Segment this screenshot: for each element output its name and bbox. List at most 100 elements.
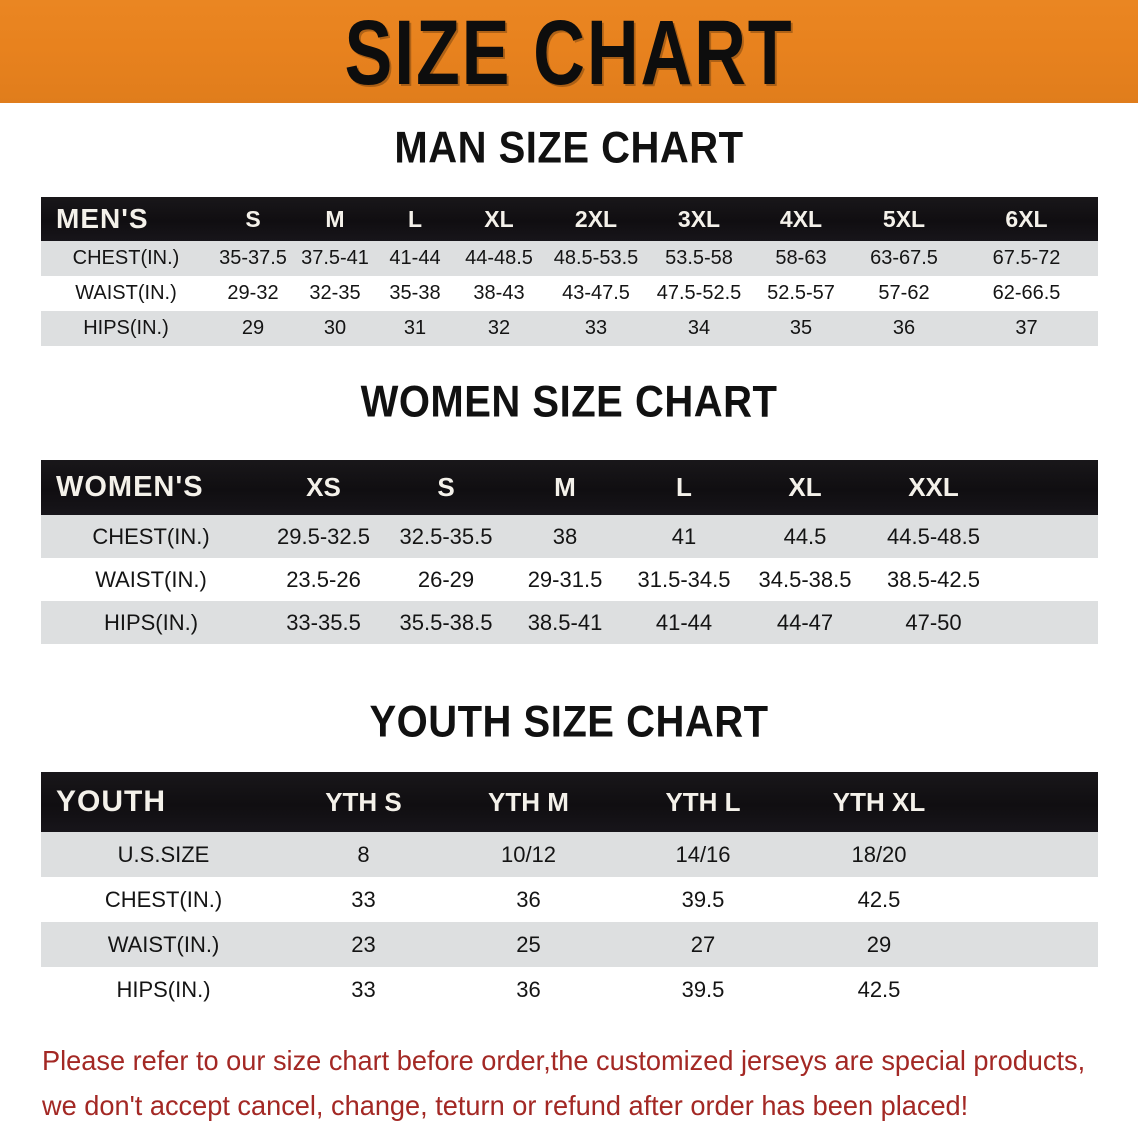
- men-col-s: S: [245, 205, 261, 232]
- youth-hips-spacer: [968, 967, 1098, 1012]
- youth-hips-s: 33: [351, 976, 376, 1002]
- women-hips-m: 38.5-41: [527, 609, 603, 635]
- men-chest-5xl: 63-67.5: [870, 247, 938, 269]
- youth-hips-m: 36: [516, 976, 541, 1002]
- table-row: CHEST(IN.) 29.5-32.5 32.5-35.5 38 41 44.…: [41, 515, 1098, 558]
- women-col-m: M: [554, 472, 576, 502]
- men-waist-5xl: 57-62: [878, 282, 930, 304]
- youth-ussize-l: 14/16: [675, 841, 731, 867]
- women-chest-xxl: 44.5-48.5: [887, 523, 980, 549]
- men-hips-5xl: 36: [892, 317, 916, 339]
- youth-ussize-s: 8: [357, 841, 370, 867]
- return-policy-line-2: we don't accept cancel, change, teturn o…: [42, 1090, 969, 1121]
- women-chest-l: 41: [671, 523, 697, 549]
- men-hips-xl: 32: [487, 317, 511, 339]
- men-header-row: MEN'S S M L XL 2XL 3XL 4XL 5XL 6XL: [41, 197, 1098, 241]
- women-waist-xl: 34.5-38.5: [758, 566, 852, 592]
- women-col-xxl: XXL: [908, 472, 959, 502]
- youth-ussize-m: 10/12: [500, 841, 557, 867]
- women-hips-l: 41-44: [655, 609, 713, 635]
- men-col-3xl: 3XL: [677, 205, 721, 232]
- youth-waist-xl: 29: [866, 931, 892, 957]
- youth-col-spacer: [968, 772, 1098, 832]
- return-policy-note: Please refer to our size chart before or…: [42, 1038, 1086, 1128]
- table-row: U.S.SIZE 8 10/12 14/16 18/20: [41, 832, 1098, 877]
- women-col-spacer: [1001, 460, 1098, 515]
- men-row-label-waist: WAIST(IN.): [75, 282, 177, 304]
- section-heading-man: MAN SIZE CHART: [394, 123, 744, 173]
- youth-waist-m: 25: [516, 931, 541, 957]
- youth-chest-l: 39.5: [681, 886, 725, 912]
- women-chest-spacer: [1001, 515, 1098, 558]
- men-col-l: L: [407, 205, 423, 232]
- women-col-s: S: [437, 472, 455, 502]
- youth-header-row: YOUTH YTH S YTH M YTH L YTH XL: [41, 772, 1098, 832]
- men-waist-m: 32-35: [309, 282, 361, 304]
- youth-chest-m: 36: [516, 886, 541, 912]
- women-waist-m: 29-31.5: [527, 566, 603, 592]
- women-header-row: WOMEN'S XS S M L XL XXL: [41, 460, 1098, 515]
- women-size-table: WOMEN'S XS S M L XL XXL CHEST(IN.) 29.5-…: [41, 460, 1098, 644]
- youth-hips-l: 39.5: [681, 976, 725, 1002]
- women-hips-xs: 33-35.5: [286, 609, 361, 635]
- men-hips-3xl: 34: [687, 317, 711, 339]
- men-chest-s: 35-37.5: [219, 247, 287, 269]
- page-banner: SIZE CHART: [0, 0, 1138, 103]
- men-col-5xl: 5XL: [882, 205, 926, 232]
- men-chest-6xl: 67.5-72: [992, 247, 1061, 269]
- men-col-6xl: 6XL: [1005, 205, 1048, 232]
- youth-col-s: YTH S: [325, 786, 402, 817]
- youth-corner-label: YOUTH: [56, 785, 166, 818]
- youth-waist-l: 27: [690, 931, 716, 957]
- youth-row-label-waist: WAIST(IN.): [107, 931, 220, 957]
- men-chest-4xl: 58-63: [775, 247, 827, 269]
- youth-row-label-chest: CHEST(IN.): [104, 886, 223, 912]
- women-waist-xs: 23.5-26: [286, 566, 361, 592]
- men-chest-l: 41-44: [389, 247, 441, 269]
- youth-ussize-xl: 18/20: [851, 841, 907, 867]
- women-hips-spacer: [1001, 601, 1098, 644]
- women-hips-s: 35.5-38.5: [399, 609, 493, 635]
- men-hips-s: 29: [241, 317, 265, 339]
- women-waist-xxl: 38.5-42.5: [887, 566, 980, 592]
- men-hips-6xl: 37: [1015, 317, 1038, 339]
- men-hips-4xl: 35: [789, 317, 813, 339]
- women-col-xs: XS: [306, 472, 341, 502]
- men-chest-m: 37.5-41: [301, 247, 369, 269]
- men-chest-xl: 44-48.5: [465, 247, 533, 269]
- women-chest-xs: 29.5-32.5: [277, 523, 370, 549]
- return-policy-line-1: Please refer to our size chart before or…: [42, 1045, 1086, 1076]
- table-row: WAIST(IN.) 23 25 27 29: [41, 922, 1098, 967]
- page-title: SIZE CHART: [344, 0, 794, 103]
- table-row: CHEST(IN.) 35-37.5 37.5-41 41-44 44-48.5…: [41, 241, 1098, 276]
- men-waist-4xl: 52.5-57: [767, 282, 835, 304]
- men-col-4xl: 4XL: [779, 205, 823, 232]
- men-col-2xl: 2XL: [574, 205, 618, 232]
- men-waist-l: 35-38: [389, 282, 441, 304]
- women-waist-l: 31.5-34.5: [637, 566, 731, 592]
- youth-chest-xl: 42.5: [857, 886, 901, 912]
- section-heading-women: WOMEN SIZE CHART: [360, 377, 778, 427]
- men-waist-xl: 38-43: [473, 282, 525, 304]
- women-row-label-hips: HIPS(IN.): [103, 609, 199, 635]
- men-row-label-hips: HIPS(IN.): [83, 317, 169, 339]
- youth-size-table: YOUTH YTH S YTH M YTH L YTH XL U.S.SIZE …: [41, 772, 1098, 1012]
- men-chest-2xl: 48.5-53.5: [553, 247, 639, 269]
- men-waist-3xl: 47.5-52.5: [656, 282, 742, 304]
- women-waist-spacer: [1001, 558, 1098, 601]
- women-hips-xxl: 47-50: [905, 609, 962, 635]
- youth-col-xl: YTH XL: [832, 786, 926, 817]
- women-row-label-waist: WAIST(IN.): [95, 566, 207, 592]
- women-chest-xl: 44.5: [783, 523, 827, 549]
- women-row-label-chest: CHEST(IN.): [92, 523, 210, 549]
- men-chest-3xl: 53.5-58: [665, 247, 733, 269]
- youth-ussize-spacer: [968, 832, 1098, 877]
- men-col-xl: XL: [484, 205, 514, 232]
- youth-chest-s: 33: [351, 886, 376, 912]
- women-hips-xl: 44-47: [776, 609, 834, 635]
- men-hips-2xl: 33: [584, 317, 608, 339]
- youth-row-label-ussize: U.S.SIZE: [117, 841, 210, 867]
- youth-hips-xl: 42.5: [857, 976, 901, 1002]
- youth-waist-spacer: [968, 922, 1098, 967]
